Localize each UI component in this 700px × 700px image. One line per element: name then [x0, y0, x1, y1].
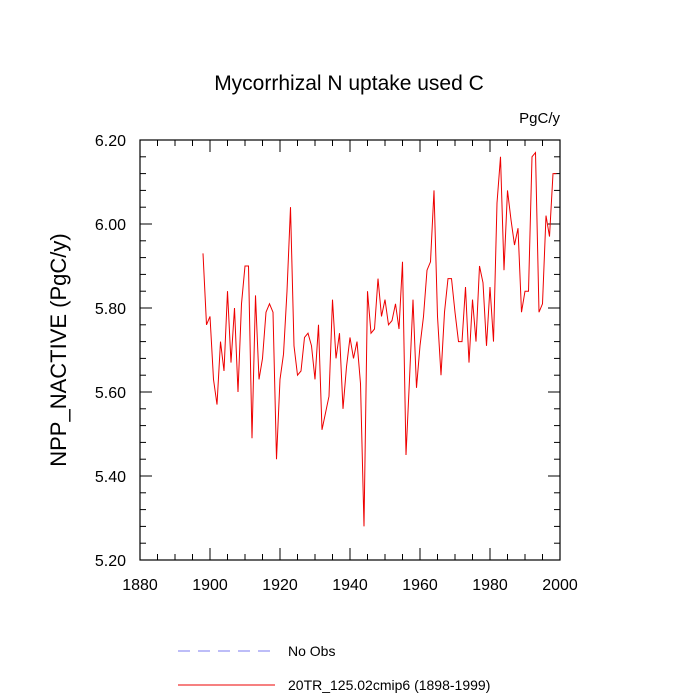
x-tick-label: 2000: [542, 577, 578, 594]
y-tick-label: 6.00: [95, 217, 126, 234]
series-layer: [202, 151, 557, 527]
legend-label-no-obs: No Obs: [288, 643, 335, 659]
y-tick-label: 5.60: [95, 385, 126, 402]
minor-ticks: [140, 140, 560, 560]
chart-title: Mycorrhizal N uptake used C: [214, 72, 484, 95]
x-tick-label: 1880: [122, 577, 158, 594]
y-tick-label: 5.20: [95, 553, 126, 570]
series-line: [202, 151, 557, 527]
y-tick-label: 5.80: [95, 301, 126, 318]
legend: No Obs 20TR_125.02cmip6 (1898-1999): [178, 643, 490, 693]
units-label: PgC/y: [519, 110, 560, 127]
y-tick-labels: 5.20 5.40 5.60 5.80 6.00 6.20: [95, 133, 126, 570]
legend-label-model: 20TR_125.02cmip6 (1898-1999): [288, 677, 490, 693]
x-tick-label: 1900: [192, 577, 228, 594]
y-axis-label: NPP_NACTIVE (PgC/y): [46, 233, 71, 467]
x-tick-label: 1980: [472, 577, 508, 594]
y-tick-label: 5.40: [95, 469, 126, 486]
x-tick-label: 1920: [262, 577, 298, 594]
x-tick-labels: 1880 1900 1920 1940 1960 1980 2000: [122, 577, 578, 594]
x-tick-label: 1960: [402, 577, 438, 594]
y-tick-label: 6.20: [95, 133, 126, 150]
plot-frame: [139, 139, 561, 561]
x-tick-label: 1940: [332, 577, 368, 594]
